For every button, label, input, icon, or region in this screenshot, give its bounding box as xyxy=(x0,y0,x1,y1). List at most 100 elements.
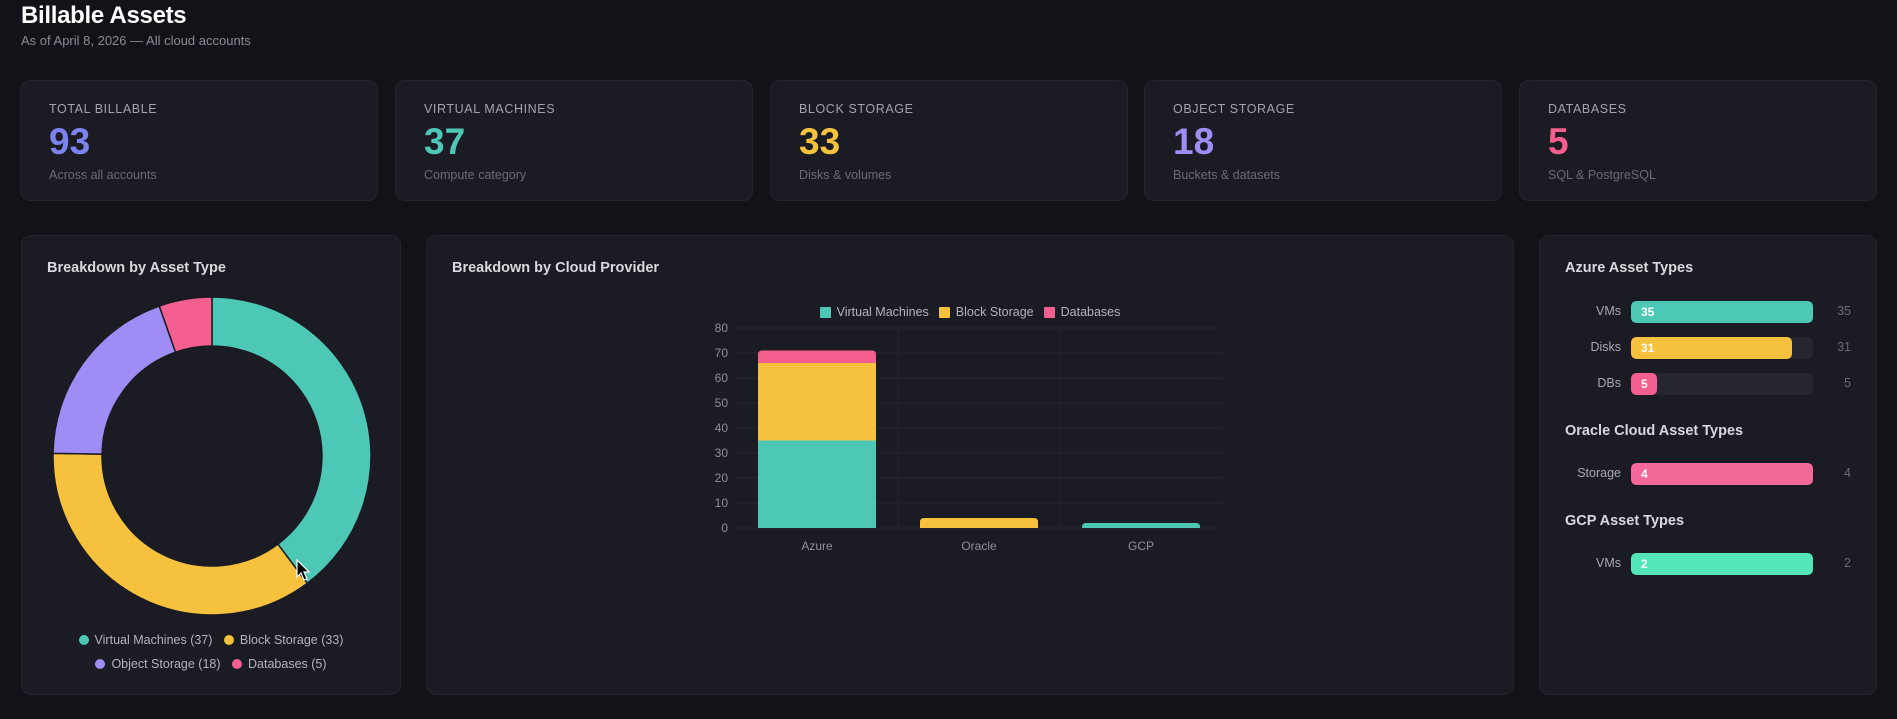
bar-segment-azure-virtual-machines[interactable] xyxy=(758,440,876,529)
x-tick-label: Azure xyxy=(801,539,833,553)
page-subtitle: As of April 8, 2026 — All cloud accounts xyxy=(21,33,251,48)
y-axis-ticks: 0 10 20 30 40 50 60 70 80 xyxy=(715,321,729,535)
legend-item-virtual-machines[interactable]: Virtual Machines xyxy=(819,305,929,319)
donut-slice-block-storage[interactable] xyxy=(52,452,309,616)
hbar-track: 31 xyxy=(1631,337,1813,359)
legend-label: Block Storage (33) xyxy=(239,633,344,647)
hbar-count: 4 xyxy=(1844,466,1851,480)
mouse-cursor-icon xyxy=(296,559,311,581)
legend-item-databases[interactable]: Databases xyxy=(1043,305,1121,319)
donut-legend: Virtual Machines (37) Block Storage (33) xyxy=(22,633,400,648)
legend-item-block-storage[interactable]: Block Storage (33) xyxy=(223,633,344,647)
x-axis-labels: Azure Oracle GCP xyxy=(801,539,1154,553)
y-tick-label: 40 xyxy=(715,421,729,435)
stat-value: 5 xyxy=(1548,121,1569,162)
legend-label: Block Storage xyxy=(955,305,1034,319)
hbar-row-azure-disks[interactable]: Disks 31 31 xyxy=(1540,337,1876,359)
stat-caption: Compute category xyxy=(424,168,527,182)
legend-item-databases[interactable]: Databases (5) xyxy=(232,657,327,671)
group-title-oracle: Oracle Cloud Asset Types xyxy=(1565,423,1744,439)
x-tick-label: Oracle xyxy=(961,539,997,553)
donut-slice-databases[interactable] xyxy=(158,296,213,354)
stat-value: 93 xyxy=(49,121,91,162)
stat-label: OBJECT STORAGE xyxy=(1173,102,1295,116)
stat-value: 33 xyxy=(799,121,841,162)
legend-label: Databases xyxy=(1060,305,1121,319)
legend-item-virtual-machines[interactable]: Virtual Machines (37) xyxy=(78,633,213,647)
stat-card-object-storage: OBJECT STORAGE 18 Buckets & datasets xyxy=(1144,80,1502,201)
hbar-track: 4 xyxy=(1631,463,1813,485)
provider-panel: Breakdown by Cloud Provider Virtual Mach… xyxy=(426,235,1514,695)
hbar-row-gcp-vms[interactable]: VMs 2 2 xyxy=(1540,553,1876,575)
y-tick-label: 0 xyxy=(721,521,728,535)
stacked-bar-chart: 0 10 20 30 40 50 60 70 80 Azure Oracle GCP xyxy=(715,321,1222,553)
y-tick-label: 60 xyxy=(715,371,729,385)
stat-caption: Disks & volumes xyxy=(799,168,892,182)
legend-label: Object Storage (18) xyxy=(111,657,221,671)
hbar-value: 2 xyxy=(1641,557,1648,571)
group-title-azure: Azure Asset Types xyxy=(1565,260,1694,276)
stat-label: TOTAL BILLABLE xyxy=(49,102,158,116)
hbar-row-oracle-storage[interactable]: Storage 4 4 xyxy=(1540,463,1876,485)
legend-label: Virtual Machines (37) xyxy=(94,633,213,647)
hbar-count: 5 xyxy=(1844,376,1851,390)
legend-dot-icon xyxy=(232,659,243,669)
legend-item-object-storage[interactable]: Object Storage (18) xyxy=(95,657,221,671)
stat-caption: Across all accounts xyxy=(49,168,157,182)
legend-item-block-storage[interactable]: Block Storage xyxy=(938,305,1034,319)
legend-swatch-icon xyxy=(938,306,950,318)
bar-segment-gcp-virtual-machines[interactable] xyxy=(1082,523,1200,528)
provider-asset-types-panel: Azure Asset Types VMs 35 35 Disks 31 31 … xyxy=(1539,235,1877,695)
stat-value: 37 xyxy=(424,121,466,162)
hbar-fill: 4 xyxy=(1631,463,1813,485)
hbar-count: 35 xyxy=(1837,304,1851,318)
hbar-label: Storage xyxy=(1577,466,1621,480)
stat-card-block-storage: BLOCK STORAGE 33 Disks & volumes xyxy=(770,80,1128,201)
hbar-track: 35 xyxy=(1631,301,1813,323)
chart-bars[interactable] xyxy=(758,350,1200,529)
y-tick-label: 10 xyxy=(715,496,729,510)
hbar-track: 2 xyxy=(1631,553,1813,575)
bar-segment-azure-block-storage[interactable] xyxy=(758,363,876,441)
hbar-count: 2 xyxy=(1844,556,1851,570)
stat-caption: SQL & PostgreSQL xyxy=(1548,168,1656,182)
hbar-track: 5 xyxy=(1631,373,1813,395)
y-tick-label: 80 xyxy=(715,321,729,335)
hbar-label: VMs xyxy=(1596,556,1621,570)
hbar-value: 35 xyxy=(1641,305,1655,319)
legend-dot-icon xyxy=(78,635,89,645)
hbar-value: 4 xyxy=(1641,467,1648,481)
donut-slice-object-storage[interactable] xyxy=(52,305,177,455)
panel-title: Breakdown by Asset Type xyxy=(47,260,226,276)
legend-label: Databases (5) xyxy=(248,657,327,671)
stat-label: BLOCK STORAGE xyxy=(799,102,914,116)
hbar-row-azure-dbs[interactable]: DBs 5 5 xyxy=(1540,373,1876,395)
hbar-fill: 2 xyxy=(1631,553,1813,575)
legend-label: Virtual Machines xyxy=(836,305,929,319)
legend-dot-icon xyxy=(223,635,234,645)
x-tick-label: GCP xyxy=(1128,539,1154,553)
hbar-fill: 31 xyxy=(1631,337,1793,359)
stat-label: VIRTUAL MACHINES xyxy=(424,102,556,116)
legend-swatch-icon xyxy=(819,306,831,318)
panel-title: Breakdown by Cloud Provider xyxy=(452,260,660,276)
bar-segment-oracle-block-storage[interactable] xyxy=(920,518,1038,528)
donut-slices[interactable] xyxy=(52,296,372,616)
y-tick-label: 70 xyxy=(715,346,729,360)
bar-legend: Virtual Machines Block Storage Databases xyxy=(427,305,1513,319)
stat-card-virtual-machines: VIRTUAL MACHINES 37 Compute category xyxy=(395,80,753,201)
stat-card-databases: DATABASES 5 SQL & PostgreSQL xyxy=(1519,80,1877,201)
donut-slice-virtual-machines[interactable] xyxy=(211,296,372,585)
stat-label: DATABASES xyxy=(1548,102,1627,116)
y-tick-label: 20 xyxy=(715,471,729,485)
asset-type-panel: Breakdown by Asset Type Virtual Machines… xyxy=(21,235,401,695)
hbar-row-azure-vms[interactable]: VMs 35 35 xyxy=(1540,301,1876,323)
y-tick-label: 30 xyxy=(715,446,729,460)
stat-value: 18 xyxy=(1173,121,1215,162)
hbar-fill: 35 xyxy=(1631,301,1813,323)
stat-caption: Buckets & datasets xyxy=(1173,168,1281,182)
donut-chart xyxy=(52,296,372,616)
stat-card-total-billable: TOTAL BILLABLE 93 Across all accounts xyxy=(20,80,378,201)
hbar-label: Disks xyxy=(1590,340,1621,354)
bar-segment-azure-databases[interactable] xyxy=(758,350,876,364)
